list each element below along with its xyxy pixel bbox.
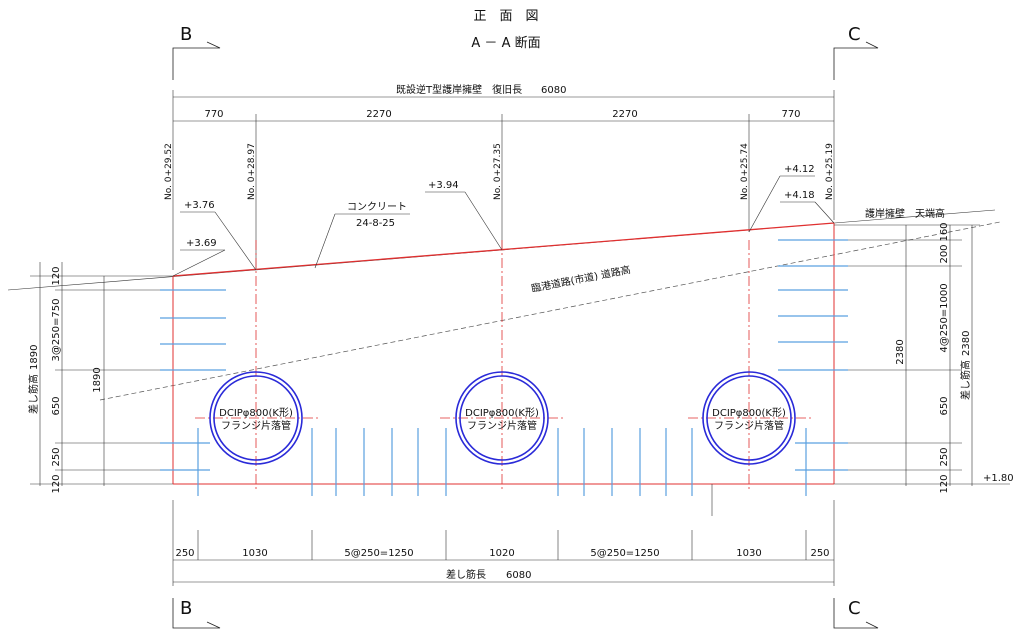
- bottom-total-title: 差し筋長: [446, 568, 486, 581]
- elevation-3-76: +3.76: [184, 200, 215, 211]
- left-dim-750: 3@250=750: [51, 299, 62, 362]
- wall-outline: [172, 222, 835, 485]
- concrete-label: コンクリート: [347, 201, 407, 213]
- pipe-center-type: フランジ片落管: [467, 419, 537, 432]
- pipe-left-type: フランジ片落管: [221, 419, 291, 432]
- section-arrow-right-top: [833, 41, 879, 80]
- pipe-center: [455, 371, 549, 465]
- right-wall-height: 2380: [895, 339, 906, 364]
- left-rebar-height-total: 1890: [29, 345, 40, 370]
- bottom-dim-7: 250: [810, 548, 829, 559]
- right-dim-120: 120: [939, 474, 950, 493]
- elevation-3-94: +3.94: [428, 180, 459, 191]
- station-label-4: No. 0+25.74: [740, 143, 750, 200]
- elevation-3-69: +3.69: [186, 238, 217, 249]
- pipe-center-spec: DCIPφ800(K形): [465, 407, 539, 419]
- pipe-left: [209, 371, 303, 465]
- elevation-4-18: +4.18: [784, 190, 815, 201]
- concrete-spec: 24-8-25: [356, 218, 395, 229]
- vertical-rebars: [197, 428, 807, 496]
- section-arrow-right-bottom: [833, 598, 879, 629]
- right-dim-160: 160: [939, 222, 950, 241]
- section-arrow-left-top: [172, 41, 221, 80]
- section-mark-left-bottom: B: [180, 598, 192, 619]
- left-dim-650: 650: [51, 396, 62, 415]
- pipe-right-type: フランジ片落管: [714, 419, 784, 432]
- right-dim-1000: 4@250=1000: [939, 283, 950, 352]
- station-label-5: No. 0+25.19: [825, 143, 835, 200]
- pipe-left-spec: DCIPφ800(K形): [219, 407, 293, 419]
- left-dim-120-bottom: 120: [51, 474, 62, 493]
- bottom-dimension-lines: [172, 500, 835, 586]
- crest-level-label: 護岸擁壁 天端高: [865, 207, 945, 220]
- bottom-dim-4: 1020: [489, 548, 514, 559]
- left-wall-height: 1890: [92, 367, 103, 392]
- right-rebar-height-total: 2380: [961, 331, 972, 356]
- bottom-dim-3: 5@250=1250: [344, 548, 413, 559]
- base-elevation: +1.80: [983, 473, 1013, 484]
- pipe-right: [702, 371, 796, 465]
- road-level-line: [99, 221, 1001, 401]
- right-horizontal-rebars: [778, 239, 848, 471]
- overall-length-title: 既設逆T型護岸擁壁 復旧長: [396, 83, 522, 96]
- right-dim-250: 250: [939, 447, 950, 466]
- drawing-title: 正 面 図: [473, 9, 538, 24]
- left-dim-250: 250: [51, 447, 62, 466]
- section-mark-right-bottom: C: [848, 598, 861, 619]
- top-dim-4: 770: [781, 109, 800, 120]
- left-dim-120-top: 120: [51, 266, 62, 285]
- station-label-2: No. 0+28.97: [247, 143, 257, 200]
- top-dim-1: 770: [204, 109, 223, 120]
- left-dimension-lines: [30, 262, 173, 486]
- top-sub-dimension: [173, 114, 834, 270]
- right-rebar-height-title: 差し筋高: [959, 360, 972, 400]
- elevation-4-12: +4.12: [784, 164, 815, 175]
- elevation-leaders: [172, 175, 835, 277]
- right-dim-200: 200: [939, 244, 950, 263]
- bottom-total-value: 6080: [506, 570, 531, 581]
- section-mark-left-top: B: [180, 24, 192, 45]
- left-rebar-height-title: 差し筋高: [27, 374, 40, 414]
- section-arrow-left-bottom: [172, 598, 221, 629]
- right-dim-650: 650: [939, 396, 950, 415]
- pipe-right-spec: DCIPφ800(K形): [712, 407, 786, 419]
- top-dim-2: 2270: [366, 109, 391, 120]
- section-mark-right-top: C: [848, 24, 861, 45]
- section-title: A － A 断面: [471, 36, 540, 51]
- bottom-dim-2: 1030: [242, 548, 267, 559]
- right-dimension-lines: [834, 224, 1010, 486]
- bottom-dim-1: 250: [175, 548, 194, 559]
- top-dim-3: 2270: [612, 109, 637, 120]
- bottom-dim-5: 5@250=1250: [590, 548, 659, 559]
- left-horizontal-rebars: [160, 289, 226, 471]
- road-level-label: 臨港道路(市道) 道路高: [530, 263, 632, 295]
- overall-length-dimension: [172, 90, 835, 270]
- station-label-3: No. 0+27.35: [493, 143, 503, 200]
- overall-length-value: 6080: [541, 85, 566, 96]
- station-label-1: No. 0+29.52: [164, 143, 174, 200]
- bottom-dim-6: 1030: [736, 548, 761, 559]
